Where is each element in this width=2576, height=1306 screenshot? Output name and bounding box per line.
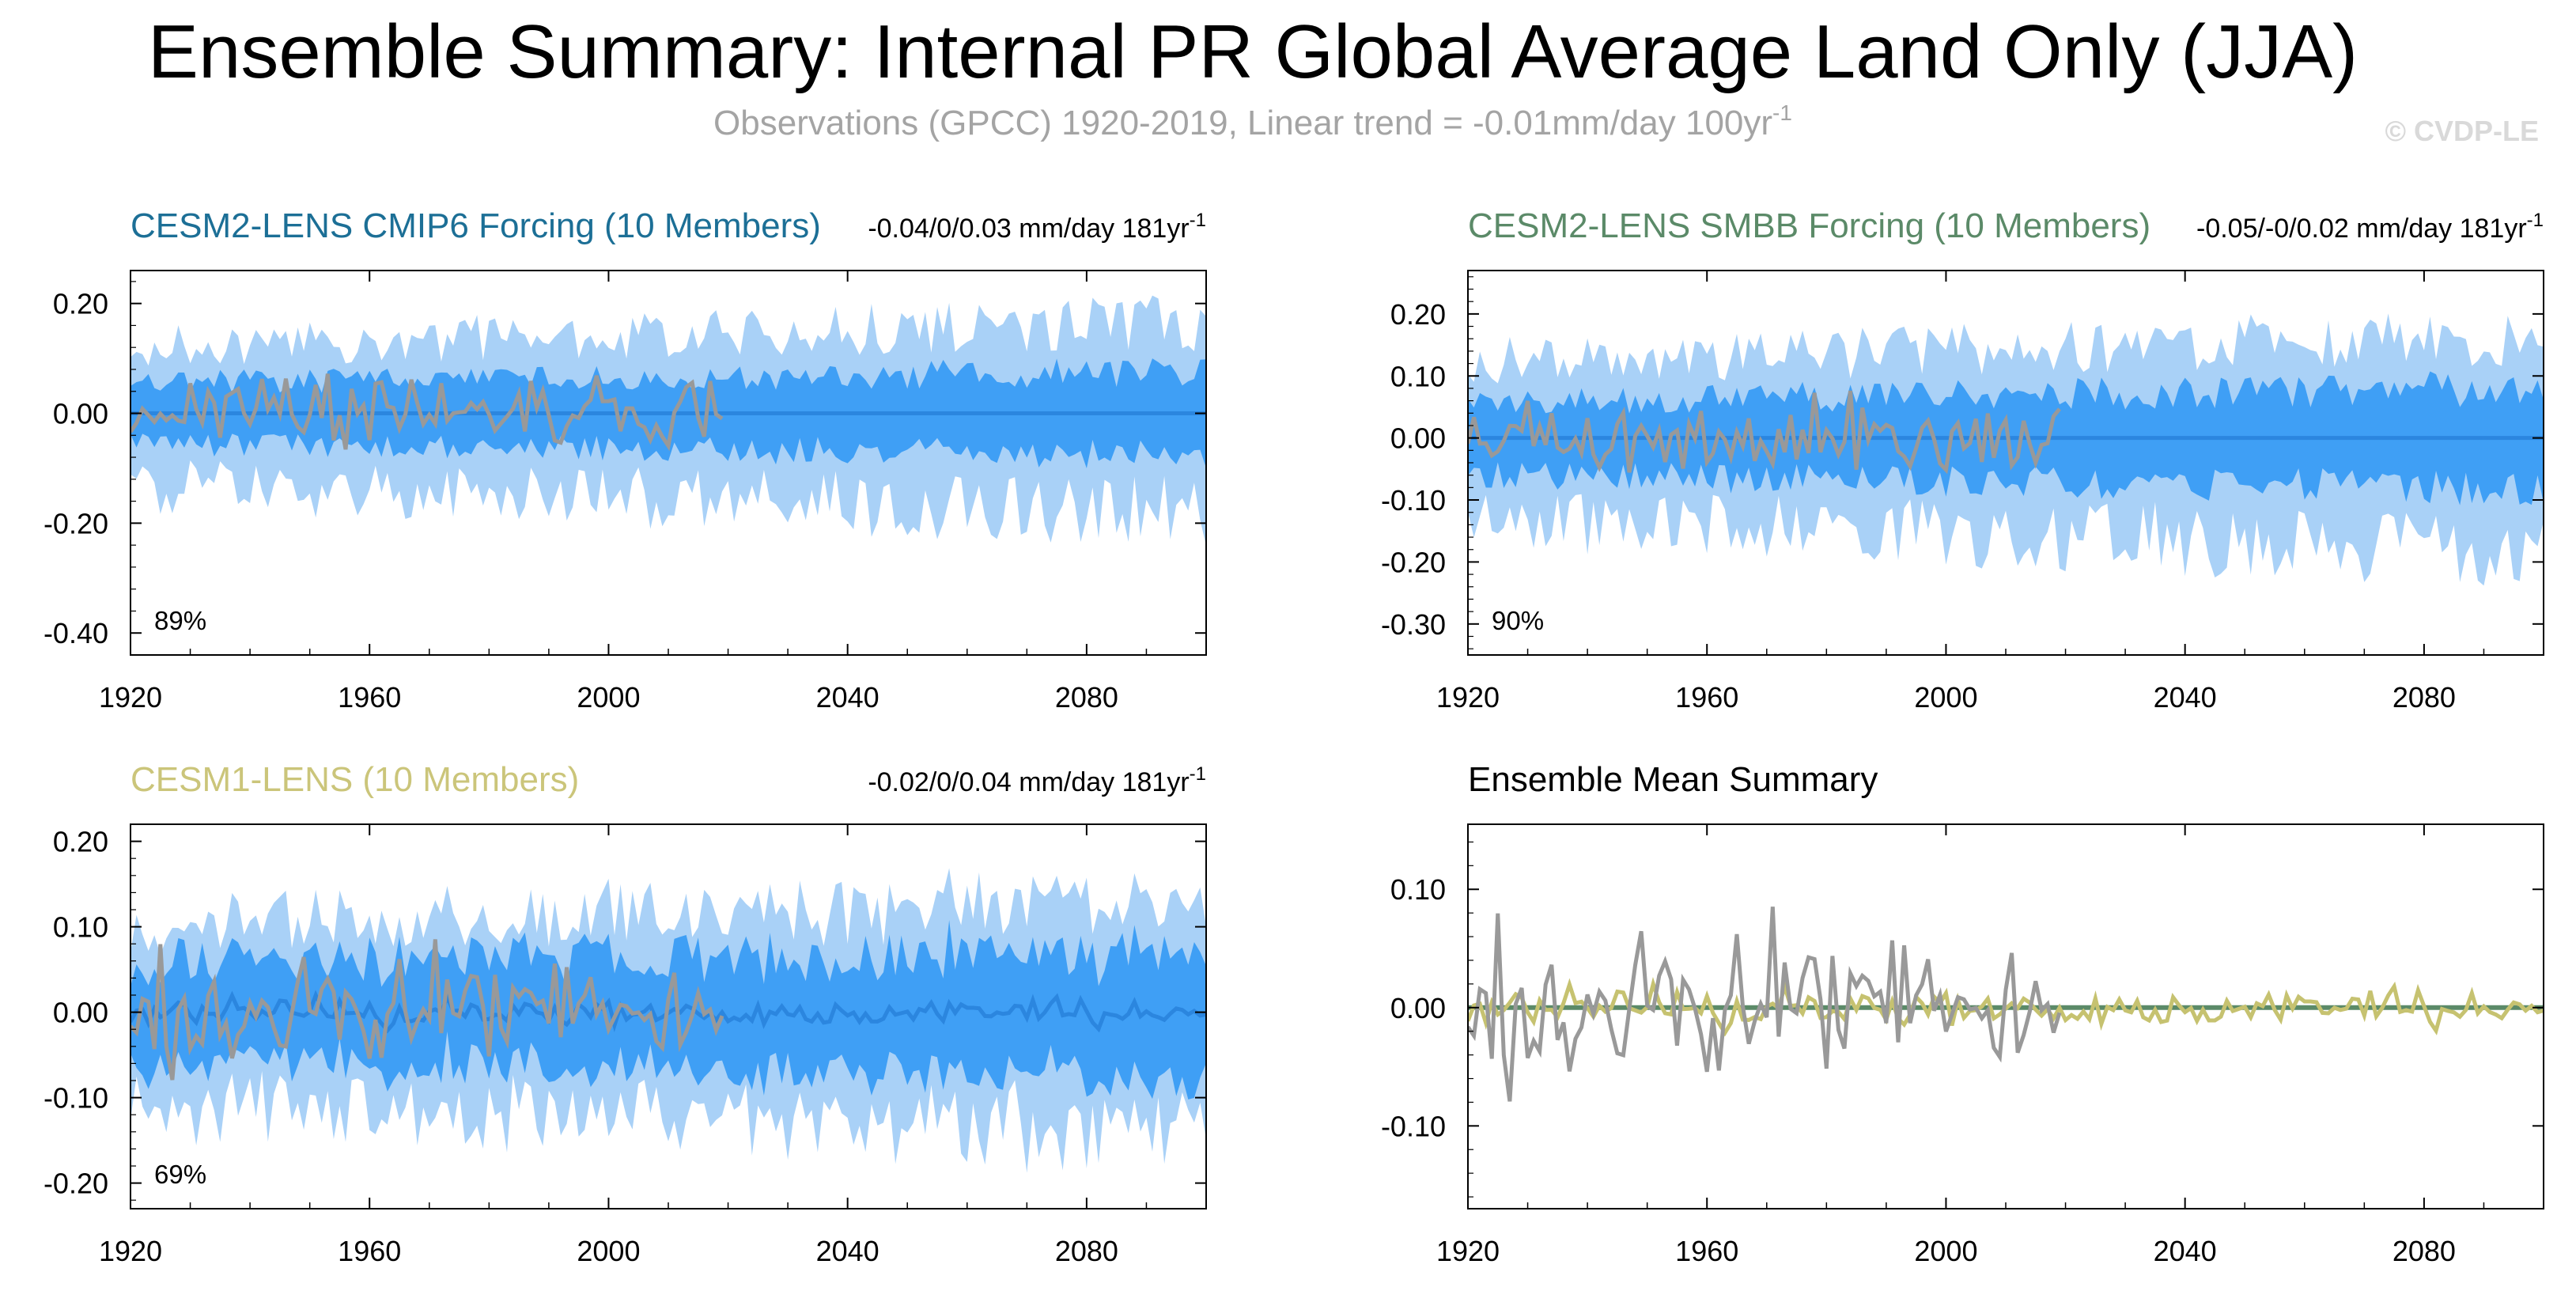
plot-area xyxy=(131,295,1206,546)
x-tick-label: 2000 xyxy=(1914,1235,1977,1267)
y-tick-label: 0.00 xyxy=(1390,992,1446,1024)
panel-title: Ensemble Mean Summary xyxy=(1468,760,1878,799)
x-tick-label: 2000 xyxy=(1914,681,1977,714)
series-observations xyxy=(1468,907,2062,1102)
y-tick-label: 0.00 xyxy=(1390,422,1446,455)
x-tick-label: 2040 xyxy=(816,1235,879,1267)
panel-percent-label: 90% xyxy=(1492,606,1544,635)
y-tick-label: -0.20 xyxy=(44,507,108,539)
trend-main: -0.04/0/0.03 mm/day 181yr xyxy=(868,214,1189,244)
panel-cesm2-smbb: 1920 1960 2000 2040 2080 0.20 0.10 0.00 -0.10 -0.… xyxy=(1381,206,2544,714)
plot-area xyxy=(1468,907,2544,1102)
y-tick-label: 0.20 xyxy=(53,288,108,320)
panel-trend-label: -0.04/0/0.03 mm/day 181yr-1 xyxy=(868,210,1206,244)
trend-sup: -1 xyxy=(1190,210,1206,231)
panel-trend-label: -0.05/-0/0.02 mm/day 181yr-1 xyxy=(2196,210,2544,244)
panel-percent-label: 89% xyxy=(154,606,206,635)
x-tick-label: 2000 xyxy=(577,1235,640,1267)
panel-cesm2-cmip6: 1920 1960 2000 2040 2080 0.20 0.00 -0.20 -0.40 CE… xyxy=(44,206,1207,714)
y-tick-label: -0.30 xyxy=(1381,608,1446,641)
panel-title: CESM2-LENS CMIP6 Forcing (10 Members) xyxy=(131,206,821,245)
y-tick-label: -0.10 xyxy=(44,1082,108,1115)
trend-main: -0.02/0/0.04 mm/day 181yr xyxy=(868,767,1189,797)
credit-label: © CVDP-LE xyxy=(2385,115,2539,147)
x-tick-label: 1960 xyxy=(1675,681,1738,714)
y-tick-label: 0.10 xyxy=(1390,873,1446,906)
x-tick-label: 2080 xyxy=(2393,681,2456,714)
series-observations xyxy=(131,373,724,452)
panel-ensemble-mean-summary: 1920 1960 2000 2040 2080 0.10 0.00 -0.10 Ensembl… xyxy=(1381,760,2544,1267)
plot-area xyxy=(1468,313,2544,586)
panel-percent-label: 69% xyxy=(154,1160,206,1189)
y-tick-label: -0.10 xyxy=(1381,484,1446,517)
y-tick-label: -0.10 xyxy=(1381,1110,1446,1142)
subtitle-main: Observations (GPCC) 1920-2019, Linear tr… xyxy=(713,104,1772,142)
x-tick-label: 1920 xyxy=(99,1235,162,1267)
x-tick-label: 2080 xyxy=(2393,1235,2456,1267)
panel-title: CESM1-LENS (10 Members) xyxy=(131,760,579,799)
panel-cesm1-lens: 1920 1960 2000 2040 2080 0.20 0.10 0.00 -0.10 -0.… xyxy=(44,760,1207,1267)
trend-main: -0.05/-0/0.02 mm/day 181yr xyxy=(2196,214,2527,244)
figure-subtitle: Observations (GPCC) 1920-2019, Linear tr… xyxy=(713,100,1792,142)
x-tick-label: 2080 xyxy=(1055,1235,1118,1267)
y-tick-label: 0.00 xyxy=(53,398,108,430)
series-observations xyxy=(131,939,724,1081)
panel-trend-label: -0.02/0/0.04 mm/day 181yr-1 xyxy=(868,763,1206,797)
x-tick-label: 2040 xyxy=(816,681,879,714)
x-tick-label: 2040 xyxy=(2154,681,2217,714)
y-tick-label: -0.40 xyxy=(44,617,108,649)
y-tick-label: 0.10 xyxy=(1390,360,1446,392)
x-tick-label: 1920 xyxy=(1436,1235,1500,1267)
y-tick-label: 0.20 xyxy=(1390,298,1446,331)
x-tick-label: 2000 xyxy=(577,681,640,714)
figure-title: Ensemble Summary: Internal PR Global Ave… xyxy=(148,9,2358,94)
x-tick-label: 1920 xyxy=(99,681,162,714)
x-tick-label: 2040 xyxy=(2154,1235,2217,1267)
x-tick-label: 2080 xyxy=(1055,681,1118,714)
x-tick-label: 1920 xyxy=(1436,681,1500,714)
y-tick-label: -0.20 xyxy=(1381,546,1446,578)
trend-sup: -1 xyxy=(1190,763,1206,785)
y-tick-label: -0.20 xyxy=(44,1168,108,1200)
x-tick-label: 1960 xyxy=(338,1235,401,1267)
x-tick-label: 1960 xyxy=(338,681,401,714)
subtitle-sup: -1 xyxy=(1772,100,1792,125)
trend-sup: -1 xyxy=(2527,210,2544,231)
y-tick-label: 0.20 xyxy=(53,826,108,858)
series-observations xyxy=(1468,390,2061,475)
panel-title: CESM2-LENS SMBB Forcing (10 Members) xyxy=(1468,206,2150,245)
x-tick-label: 1960 xyxy=(1675,1235,1738,1267)
plot-area xyxy=(131,868,1206,1173)
y-tick-label: 0.10 xyxy=(53,911,108,944)
y-tick-label: 0.00 xyxy=(53,997,108,1029)
